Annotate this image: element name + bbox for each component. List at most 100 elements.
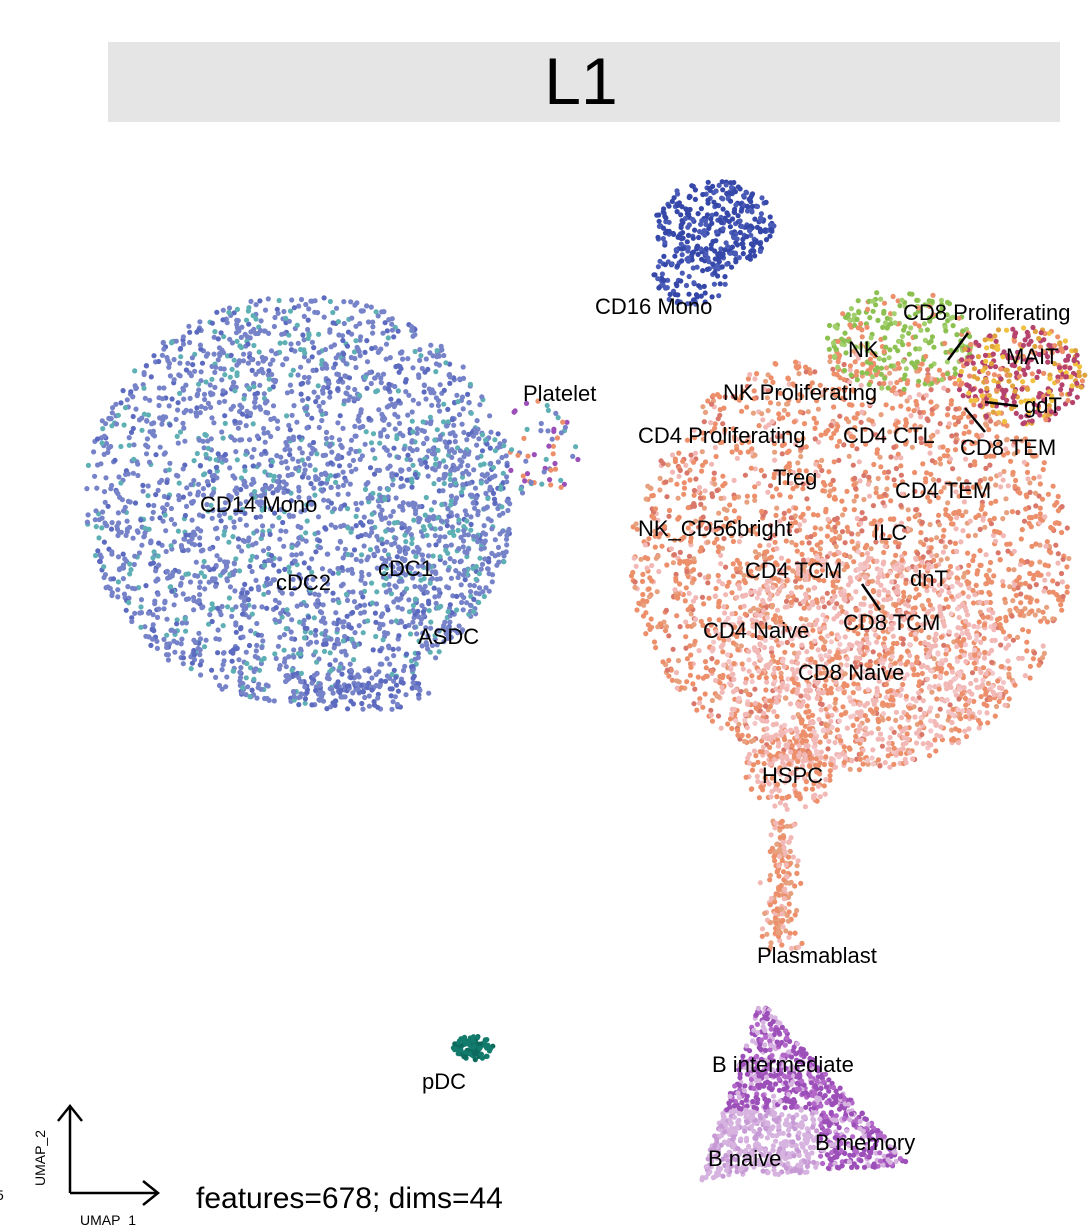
umap-point <box>473 430 479 436</box>
umap-point <box>177 373 183 379</box>
umap-point <box>699 449 705 455</box>
umap-point <box>747 228 753 234</box>
umap-point <box>101 574 107 581</box>
umap-point <box>427 580 433 586</box>
umap-point <box>255 685 261 691</box>
umap-point <box>345 385 351 391</box>
umap-point <box>421 382 427 388</box>
umap-point <box>309 415 315 421</box>
umap-point <box>465 391 471 397</box>
umap-point <box>438 343 444 349</box>
umap-point <box>274 418 281 424</box>
umap-point <box>218 612 224 618</box>
umap-point <box>487 413 493 419</box>
umap-point <box>128 389 134 395</box>
umap-point <box>220 317 226 323</box>
umap-point <box>466 471 472 477</box>
umap-point <box>1032 612 1038 618</box>
umap-point <box>437 554 443 560</box>
umap-point <box>489 526 495 532</box>
umap-point <box>1037 505 1043 511</box>
umap-point <box>932 673 938 680</box>
umap-point <box>105 584 111 590</box>
umap-point <box>243 675 249 681</box>
umap-point <box>496 512 503 518</box>
umap-point <box>142 525 148 531</box>
umap-point <box>391 445 397 451</box>
umap-point <box>1018 600 1024 606</box>
umap-point <box>1011 567 1017 573</box>
umap-point <box>298 651 304 657</box>
umap-point <box>443 464 449 470</box>
umap-point <box>721 604 727 610</box>
umap-point <box>926 634 932 641</box>
umap-point <box>309 298 315 304</box>
umap-point <box>407 445 413 452</box>
umap-point <box>298 391 304 397</box>
umap-point <box>374 388 381 394</box>
umap-point <box>156 402 162 409</box>
umap-point <box>236 568 243 574</box>
umap-point <box>898 391 904 397</box>
umap-point <box>725 244 731 250</box>
umap-point <box>727 224 734 230</box>
umap-point <box>361 543 367 549</box>
umap-point <box>441 475 447 481</box>
umap-point <box>280 362 286 368</box>
umap-point <box>987 559 994 566</box>
umap-point <box>757 543 763 549</box>
umap-point <box>831 404 837 410</box>
umap-point <box>290 576 296 583</box>
umap-point <box>419 365 425 372</box>
umap-point <box>717 217 723 223</box>
umap-point <box>207 382 213 388</box>
umap-point <box>272 597 278 603</box>
umap-point <box>292 348 298 354</box>
umap-point <box>390 699 396 705</box>
umap-point <box>207 390 214 396</box>
umap-point <box>998 642 1004 648</box>
umap-point <box>384 328 390 334</box>
umap-point <box>1000 533 1007 539</box>
umap-point <box>275 310 281 316</box>
umap-point <box>407 631 414 637</box>
umap-point <box>1066 555 1072 562</box>
umap-point <box>267 361 273 367</box>
umap-point <box>164 354 170 361</box>
umap-point <box>814 542 820 548</box>
umap-point <box>132 500 139 506</box>
umap-point <box>410 462 416 468</box>
umap-point <box>335 570 342 576</box>
umap-point <box>164 616 170 622</box>
umap-point <box>448 467 454 474</box>
umap-point <box>298 601 304 608</box>
umap-point <box>455 527 461 534</box>
umap-point <box>271 473 277 479</box>
umap-point <box>320 452 326 459</box>
umap-point <box>140 488 146 494</box>
umap-point <box>884 365 890 371</box>
umap-point <box>109 482 115 489</box>
umap-point <box>471 583 477 589</box>
umap-point <box>656 285 662 291</box>
umap-point <box>164 568 170 575</box>
umap-point <box>369 600 375 606</box>
umap-point <box>413 685 419 691</box>
umap-point <box>305 335 311 342</box>
umap-point <box>758 467 764 473</box>
umap-point <box>485 495 491 502</box>
umap-point <box>176 497 182 503</box>
umap-point <box>698 221 704 227</box>
umap-point <box>259 604 265 610</box>
umap-point <box>289 297 295 303</box>
umap-point <box>313 639 320 645</box>
umap-point <box>945 447 951 453</box>
umap-point <box>409 439 415 445</box>
umap-point <box>992 538 999 544</box>
umap-point <box>767 222 774 228</box>
umap-point <box>391 403 397 410</box>
umap-point <box>404 586 410 592</box>
umap-point <box>668 546 674 552</box>
umap-point <box>402 532 408 538</box>
umap-point <box>342 373 348 379</box>
